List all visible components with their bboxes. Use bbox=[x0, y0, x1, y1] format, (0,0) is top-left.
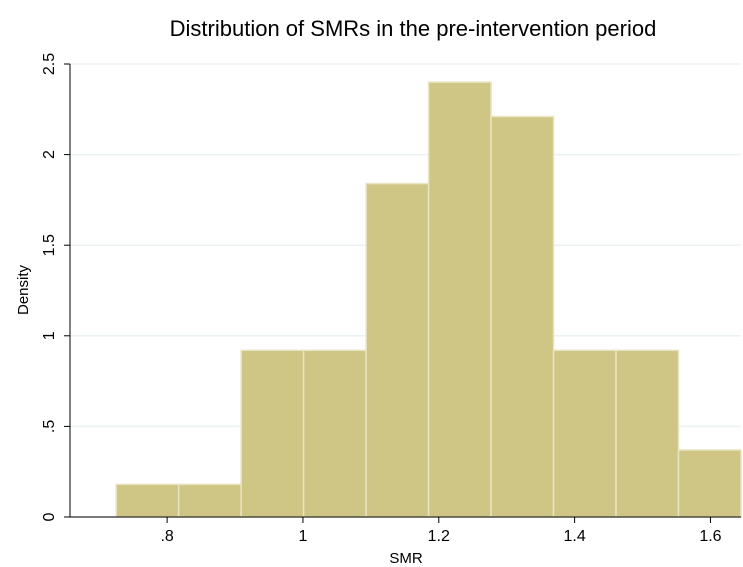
bar bbox=[115, 483, 180, 518]
x-axis-label: SMR bbox=[389, 550, 423, 567]
bar bbox=[677, 449, 742, 518]
x-tick-label: 1.6 bbox=[699, 528, 721, 545]
y-tick-label: 2 bbox=[41, 150, 58, 159]
y-tick-label: 2.5 bbox=[41, 53, 58, 75]
bar bbox=[365, 182, 430, 518]
bar bbox=[552, 349, 617, 518]
y-axis-label: Density bbox=[15, 264, 32, 315]
x-tick-label: 1.2 bbox=[428, 528, 450, 545]
bar bbox=[427, 81, 492, 518]
y-tick-label: 1 bbox=[41, 331, 58, 340]
x-tick-label: 1 bbox=[298, 528, 307, 545]
bar bbox=[490, 115, 555, 518]
y-tick-label: 1.5 bbox=[41, 234, 58, 256]
bar bbox=[177, 483, 242, 518]
x-tick-label: 1.4 bbox=[563, 528, 585, 545]
bar bbox=[615, 349, 680, 518]
y-tick-label: .5 bbox=[41, 420, 58, 433]
bar bbox=[302, 349, 367, 518]
y-tick-label: 0 bbox=[41, 512, 58, 521]
chart-title: Distribution of SMRs in the pre-interven… bbox=[170, 16, 657, 41]
bar bbox=[240, 349, 305, 518]
x-tick-label: .8 bbox=[160, 528, 173, 545]
